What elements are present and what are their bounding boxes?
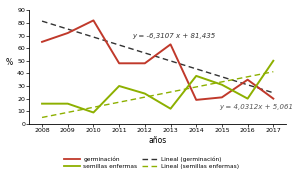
X-axis label: años: años	[149, 136, 167, 145]
Legend: germinación, semillas enfermas, Lineal (germinación), Lineal (semillas enfermas): germinación, semillas enfermas, Lineal (…	[64, 156, 239, 169]
Text: y = -6,3107 x + 81,435: y = -6,3107 x + 81,435	[132, 33, 215, 39]
Y-axis label: %: %	[5, 58, 12, 67]
Text: y = 4,0312x + 5,0613: y = 4,0312x + 5,0613	[219, 104, 292, 110]
